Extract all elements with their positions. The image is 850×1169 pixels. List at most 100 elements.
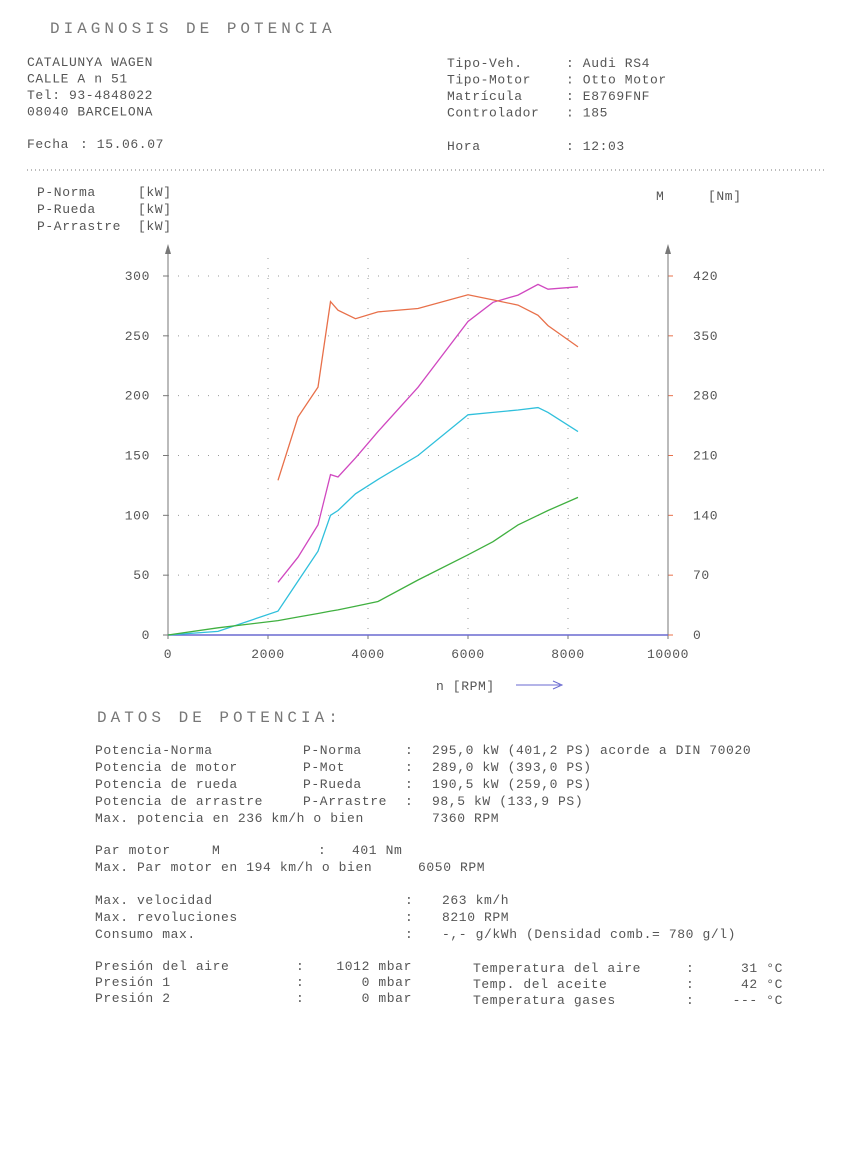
data-cell: : xyxy=(296,959,304,974)
y-tick-label: 200 xyxy=(125,389,150,404)
data-cell: : xyxy=(296,991,304,1006)
data-cell: 0 mbar xyxy=(362,975,412,990)
legend-unit: [kW] xyxy=(138,219,172,234)
x-axis-arrowhead xyxy=(552,680,564,690)
data-cell: : xyxy=(405,794,413,809)
y-tick-label: 100 xyxy=(125,508,150,523)
data-cell: 8210 RPM xyxy=(442,910,509,925)
data-cell: : xyxy=(405,777,413,792)
legend-unit: [kW] xyxy=(138,185,172,200)
data-cell: 6050 RPM xyxy=(418,860,485,875)
legend-unit: [Nm] xyxy=(708,189,742,204)
data-cell: 295,0 kW (401,2 PS) acorde a DIN 70020 xyxy=(432,743,751,758)
report-title: DIAGNOSIS DE POTENCIA xyxy=(50,20,336,38)
y2-tick-label: 140 xyxy=(693,508,718,523)
data-cell: 7360 RPM xyxy=(432,811,499,826)
data-cell: 42 °C xyxy=(741,977,783,992)
data-cell: Temperatura del aire xyxy=(473,961,641,976)
data-cell: 31 °C xyxy=(741,961,783,976)
y-tick-label: 50 xyxy=(133,568,150,583)
vehicle-label: Controlador xyxy=(447,106,539,121)
data-cell: Max. potencia en 236 km/h o bien xyxy=(95,811,364,826)
y-tick-label: 250 xyxy=(125,329,150,344)
data-cell: : xyxy=(686,977,694,992)
date-value: : 15.06.07 xyxy=(80,137,164,152)
x-tick-label: 8000 xyxy=(551,647,585,662)
data-cell: 263 km/h xyxy=(442,893,509,908)
y2-tick-label: 350 xyxy=(693,329,718,344)
data-cell: Temp. del aceite xyxy=(473,977,607,992)
section-title: DATOS DE POTENCIA: xyxy=(97,709,342,727)
data-cell: Max. velocidad xyxy=(95,893,213,908)
x-tick-label: 4000 xyxy=(351,647,385,662)
data-cell: Presión del aire xyxy=(95,959,229,974)
workshop-line: 08040 BARCELONA xyxy=(27,105,153,120)
data-cell: : xyxy=(405,760,413,775)
data-cell: : xyxy=(686,993,694,1008)
data-cell: P-Arrastre xyxy=(303,794,387,809)
y-tick-label: 300 xyxy=(125,269,150,284)
workshop-line: CALLE A n 51 xyxy=(27,72,128,87)
vehicle-value: : Audi RS4 xyxy=(566,56,650,71)
y2-tick-label: 280 xyxy=(693,389,718,404)
data-cell: Max. Par motor en 194 km/h o bien xyxy=(95,860,372,875)
data-cell: 289,0 kW (393,0 PS) xyxy=(432,760,592,775)
data-cell: : xyxy=(405,893,413,908)
time-value: : 12:03 xyxy=(566,139,625,154)
power-chart: 0 50 100 150 200 250 300 0 2000 4000 6000 8000 10000… xyxy=(37,185,742,694)
data-cell: : xyxy=(686,961,694,976)
vehicle-label: Matrícula xyxy=(447,89,523,104)
series-line xyxy=(167,496,579,636)
data-cell: : xyxy=(405,743,413,758)
legend-label: M xyxy=(656,189,664,204)
data-cell: Potencia de arrastre xyxy=(95,794,263,809)
data-cell: Presión 2 xyxy=(95,991,171,1006)
y2-tick-label: 420 xyxy=(693,269,718,284)
vehicle-value: : Otto Motor xyxy=(566,73,667,88)
data-cell: --- °C xyxy=(733,993,783,1008)
data-cell: 0 mbar xyxy=(362,991,412,1006)
vehicle-value: : E8769FNF xyxy=(566,89,650,104)
legend-unit: [kW] xyxy=(138,202,172,217)
data-cell: : xyxy=(318,843,326,858)
y2-tick-label: 0 xyxy=(693,628,701,643)
date-label: Fecha xyxy=(27,137,69,152)
data-cell: P-Rueda xyxy=(303,777,362,792)
series-line xyxy=(277,283,579,583)
data-cell: 401 Nm xyxy=(352,843,402,858)
data-cell: : xyxy=(296,975,304,990)
y2-tick-label: 70 xyxy=(693,568,710,583)
data-cell: Consumo max. xyxy=(95,927,196,942)
data-cell: : xyxy=(405,910,413,925)
y2-tick-label: 210 xyxy=(693,449,718,464)
data-cell: -,- g/kWh (Densidad comb.= 780 g/l) xyxy=(442,927,736,942)
data-cell: Potencia-Norma xyxy=(95,743,213,758)
x-tick-label: 2000 xyxy=(251,647,285,662)
y-tick-label: 0 xyxy=(142,628,150,643)
legend-label: P-Arrastre xyxy=(37,219,121,234)
data-cell: P-Norma xyxy=(303,743,362,758)
data-cell: 98,5 kW (133,9 PS) xyxy=(432,794,583,809)
x-tick-label: 10000 xyxy=(647,647,689,662)
data-cell: : xyxy=(405,927,413,942)
data-cell: M xyxy=(212,843,220,858)
data-cell: 1012 mbar xyxy=(336,959,412,974)
legend-label: P-Rueda xyxy=(37,202,96,217)
data-cell: Max. revoluciones xyxy=(95,910,238,925)
workshop-line: CATALUNYA WAGEN xyxy=(27,55,153,70)
y-axis-arrow xyxy=(165,244,171,255)
vehicle-value: : 185 xyxy=(566,106,608,121)
workshop-line: Tel: 93-4848022 xyxy=(27,88,153,103)
data-cell: Par motor xyxy=(95,843,171,858)
x-axis-label: n [RPM] xyxy=(436,679,495,694)
series-line xyxy=(167,406,579,636)
series-line xyxy=(277,294,579,481)
time-label: Hora xyxy=(447,139,481,154)
x-tick-label: 6000 xyxy=(451,647,485,662)
data-cell: Potencia de motor xyxy=(95,760,238,775)
vehicle-label: Tipo-Veh. xyxy=(447,56,523,71)
data-cell: Potencia de rueda xyxy=(95,777,238,792)
data-cell: 190,5 kW (259,0 PS) xyxy=(432,777,592,792)
y2-axis-arrow xyxy=(665,244,671,255)
